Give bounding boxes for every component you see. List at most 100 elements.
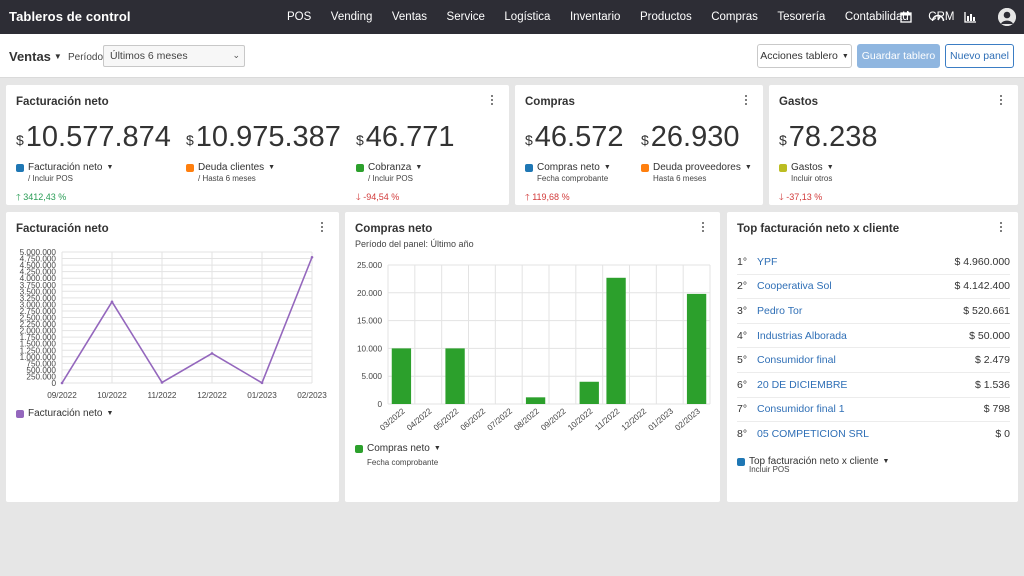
nav-productos[interactable]: Productos: [639, 11, 692, 23]
metric-value: 78.238: [788, 121, 878, 153]
x-tick-label: 09/2022: [47, 391, 77, 400]
y-tick-label: 5.000: [362, 372, 383, 381]
metric-sub: / Hasta 6 meses: [198, 174, 256, 183]
user-avatar-icon[interactable]: [998, 8, 1016, 26]
metric-value: 26.930: [650, 121, 740, 153]
client-link[interactable]: Consumidor final 1: [757, 403, 845, 416]
metric-sub: / Incluir POS: [368, 174, 413, 183]
x-tick-label: 02/2023: [297, 391, 327, 400]
nav-tesoreria[interactable]: Tesorería: [777, 11, 826, 23]
y-tick-label: 500.000: [26, 366, 56, 375]
dashboard-actions-button[interactable]: Acciones tablero ▼: [757, 44, 852, 68]
caret-down-icon: ▼: [826, 164, 834, 171]
panel-title: Compras neto: [355, 223, 433, 235]
amount: $ 4.960.000: [954, 255, 1010, 268]
save-dashboard-button[interactable]: Guardar tablero: [857, 44, 940, 68]
client-link[interactable]: YPF: [757, 255, 778, 268]
list-item: 8° 05 COMPETICION SRL $ 0: [737, 422, 1010, 447]
x-tick-label: 11/2022: [148, 391, 177, 400]
amount: $ 2.479: [974, 354, 1010, 367]
panel-menu-icon[interactable]: [996, 220, 1006, 234]
chart-legend[interactable]: Compras neto ▼: [355, 443, 441, 454]
legend-swatch: [16, 163, 24, 172]
metric-client-debt: $10.975.387 Deuda clientes ▼ / Hasta 6 me…: [186, 121, 341, 183]
period-select[interactable]: Últimos 6 meses ⌄: [103, 45, 245, 67]
client-link[interactable]: 20 DE DICIEMBRE: [757, 378, 848, 391]
speedometer-icon[interactable]: [930, 9, 946, 25]
y-tick-label: 25.000: [357, 261, 382, 270]
caret-down-icon: ▼: [53, 52, 62, 61]
y-tick-label: 2.750.000: [20, 307, 57, 316]
dashboard-selector[interactable]: Ventas ▼: [9, 49, 62, 64]
dashboard-actions-label: Acciones tablero: [760, 50, 838, 62]
purchases-bar-chart-panel: Compras neto Período del panel: Último a…: [345, 212, 720, 502]
list-item: 6° 20 DE DICIEMBRE $ 1.536: [737, 373, 1010, 398]
panel-title: Gastos: [779, 96, 818, 108]
legend-swatch: [186, 163, 194, 172]
currency-symbol: $: [16, 132, 24, 148]
nav-icons: [882, 0, 1016, 34]
panel-title: Compras: [525, 96, 575, 108]
chart-legend[interactable]: Top facturación neto x cliente ▼: [737, 456, 889, 467]
caret-down-icon: ▼: [841, 52, 849, 60]
nav-logistica[interactable]: Logística: [504, 11, 551, 23]
y-tick-label: 3.500.000: [20, 287, 57, 296]
panel-menu-icon[interactable]: [317, 220, 327, 234]
nav-vending[interactable]: Vending: [330, 11, 373, 23]
nav-contabilidad[interactable]: Contabilidad: [844, 11, 909, 23]
client-link[interactable]: Cooperativa Sol: [757, 280, 832, 293]
metric-legend[interactable]: Gastos ▼: [779, 162, 878, 173]
bar-chart-icon[interactable]: [962, 9, 978, 25]
legend-label: Top facturación neto x cliente: [749, 456, 879, 467]
nav-inventario[interactable]: Inventario: [569, 11, 621, 23]
line-chart: 0250.000500.000750.0001.000.0001.250.000…: [20, 248, 328, 400]
metric-legend[interactable]: Compras neto ▼: [525, 162, 624, 173]
client-link[interactable]: 05 COMPETICION SRL: [757, 428, 870, 441]
panel-menu-icon[interactable]: [698, 220, 708, 234]
y-tick-label: 2.000.000: [20, 327, 57, 336]
calendar-icon[interactable]: [898, 9, 914, 25]
change-value: -94,54 %: [363, 192, 400, 202]
data-point: [110, 300, 114, 304]
rank: 6°: [737, 378, 748, 391]
nav-service[interactable]: Service: [446, 11, 485, 23]
legend-swatch: [779, 163, 787, 172]
client-link[interactable]: Industrias Alborada: [757, 329, 847, 342]
nav-compras[interactable]: Compras: [711, 11, 758, 23]
metric-legend[interactable]: Facturación neto ▼: [16, 162, 171, 173]
top-clients-panel: Top facturación neto x cliente 1° YPF $ 4.…: [727, 212, 1018, 502]
metric-legend[interactable]: Deuda proveedores ▼: [641, 162, 752, 173]
client-link[interactable]: Pedro Tor: [757, 304, 803, 317]
chart-legend[interactable]: Facturación neto ▼: [16, 408, 113, 419]
main-nav: POS Vending Ventas Service Logística Inv…: [287, 0, 974, 34]
list-item: 4° Industrias Alborada $ 50.000: [737, 324, 1010, 349]
legend-swatch: [16, 409, 24, 418]
panel-menu-icon[interactable]: [741, 93, 751, 107]
y-tick-label: 4.750.000: [20, 255, 57, 264]
amount: $ 1.536: [974, 378, 1010, 391]
arrow-down-icon: 🡓: [356, 192, 361, 202]
metric-label: Compras neto: [537, 162, 600, 173]
metric-legend[interactable]: Deuda clientes ▼: [186, 162, 341, 173]
client-link[interactable]: Consumidor final: [757, 354, 836, 367]
panel-menu-icon[interactable]: [487, 93, 497, 107]
new-panel-button[interactable]: Nuevo panel: [945, 44, 1014, 68]
y-tick-label: 15.000: [357, 317, 382, 326]
bar: [445, 348, 465, 404]
nav-ventas[interactable]: Ventas: [391, 11, 428, 23]
caret-down-icon: ▼: [106, 164, 114, 171]
currency-symbol: $: [356, 132, 364, 148]
rank: 4°: [737, 329, 748, 342]
metric-legend[interactable]: Cobranza ▼: [356, 162, 455, 173]
x-tick-label: 10/2022: [97, 391, 127, 400]
y-tick-label: 1.250.000: [20, 346, 57, 355]
legend-swatch: [737, 457, 745, 466]
caret-down-icon: ▼: [744, 164, 752, 171]
app-title[interactable]: Tableros de control: [9, 9, 131, 24]
bar: [525, 397, 546, 404]
x-tick-label: 07/2022: [486, 406, 515, 432]
bar-chart: 0 5.000 10.000 15.000 20.000 25.000 03/202204/…: [357, 261, 711, 433]
x-tick-label: 05/2022: [432, 406, 461, 432]
nav-pos[interactable]: POS: [287, 11, 312, 23]
panel-menu-icon[interactable]: [996, 93, 1006, 107]
